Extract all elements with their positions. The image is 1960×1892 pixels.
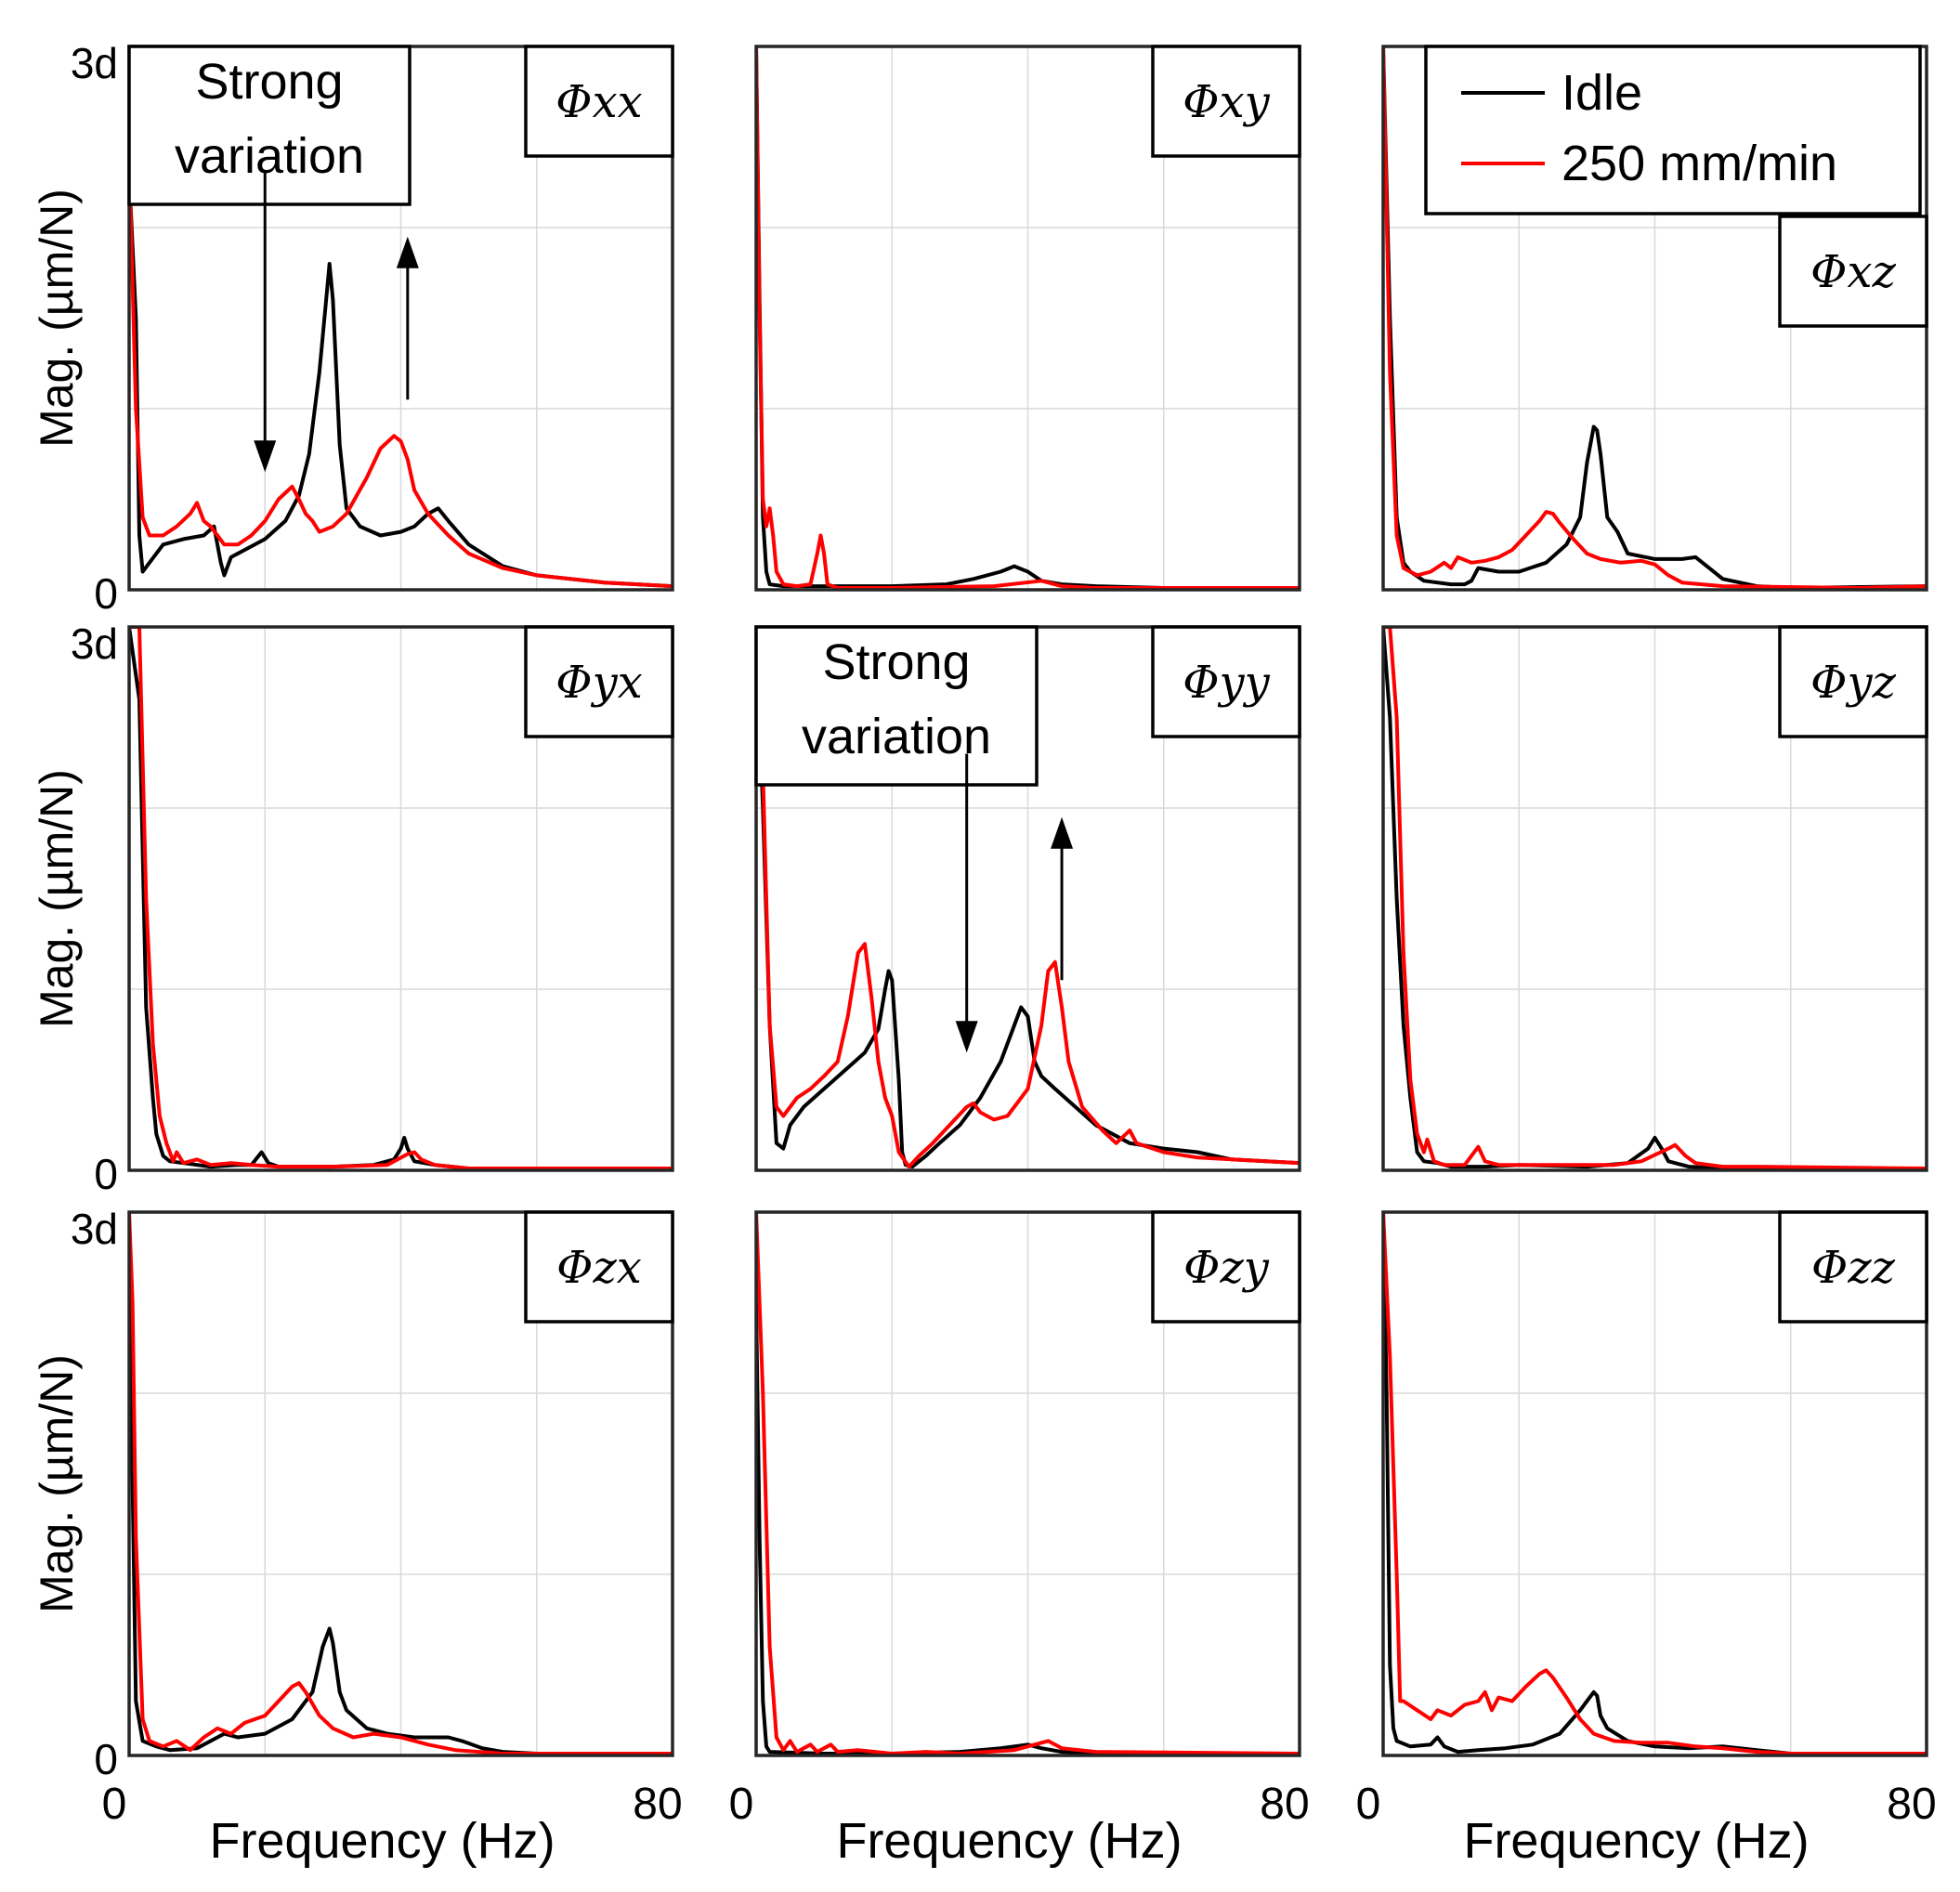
y-tick-top: 3d <box>71 620 118 668</box>
panel-title: Φxx <box>555 76 643 128</box>
panel-title: Φyx <box>555 657 643 709</box>
series-line-250-mm-min <box>1383 627 1927 1170</box>
annotation-line-2: variation <box>175 128 364 184</box>
series-line-250-mm-min <box>129 1212 673 1755</box>
panel-title: Φzz <box>1811 1242 1896 1294</box>
panel-title-box <box>1778 215 1928 328</box>
variation-arrow-head <box>955 1021 978 1053</box>
x-tick-right: 80 <box>633 1780 682 1829</box>
plot-frame <box>754 45 1301 592</box>
plot-frame <box>1381 1210 1928 1757</box>
series-line-idle <box>1383 46 1927 590</box>
plot-frame <box>1381 625 1928 1172</box>
panel-title: Φzx <box>556 1242 642 1294</box>
x-axis-label: Frequency (Hz) <box>1463 1813 1809 1869</box>
y-axis-label: Mag. (µm/N) <box>31 1354 83 1613</box>
series-line-250-mm-min <box>756 627 1300 1169</box>
legend-label: Idle <box>1561 65 1642 121</box>
series-line-idle <box>129 627 673 1170</box>
y-tick-bottom: 0 <box>94 1735 118 1783</box>
series-line-idle <box>129 1212 673 1755</box>
plot-frame <box>127 625 674 1172</box>
panel-title: Φyy <box>1183 657 1270 709</box>
series-line-idle <box>129 173 673 589</box>
variation-arrow-head <box>254 440 277 473</box>
annotation-box <box>127 45 412 206</box>
series-line-idle <box>1383 1212 1927 1755</box>
variation-arrow-head <box>1051 816 1074 849</box>
x-tick-right: 80 <box>1887 1780 1936 1829</box>
panel-title-box <box>524 1210 674 1324</box>
annotation-line-1: Strong <box>195 54 343 110</box>
annotation-line-1: Strong <box>822 634 970 690</box>
y-tick-bottom: 0 <box>94 1150 118 1198</box>
y-tick-top: 3d <box>71 1205 118 1253</box>
panel-title-box <box>1778 1210 1928 1324</box>
series-line-250-mm-min <box>129 154 673 589</box>
plot-frame <box>127 1210 674 1757</box>
series-line-250-mm-min <box>1383 46 1927 590</box>
series-line-250-mm-min <box>1383 1212 1927 1755</box>
panel-title: Φzy <box>1183 1242 1270 1294</box>
series-line-idle <box>756 627 1300 1169</box>
y-axis-label: Mag. (µm/N) <box>31 189 83 448</box>
series-line-250-mm-min <box>756 46 1300 590</box>
legend-label: 250 mm/min <box>1561 136 1837 191</box>
panel-title-box <box>1151 45 1301 158</box>
y-axis-label: Mag. (µm/N) <box>31 769 83 1028</box>
y-tick-bottom: 0 <box>94 569 118 618</box>
panel-title-box <box>524 45 674 158</box>
panel-title-box <box>1778 625 1928 738</box>
x-tick-left: 0 <box>729 1780 754 1829</box>
series-line-250-mm-min <box>756 1212 1300 1755</box>
x-axis-label: Frequency (Hz) <box>209 1813 555 1869</box>
panel-title: Φxz <box>1810 246 1896 298</box>
annotation-line-2: variation <box>802 709 991 764</box>
variation-arrow-head <box>396 236 419 268</box>
panel-title-box <box>524 625 674 738</box>
plot-frame <box>754 1210 1301 1757</box>
annotation-box <box>754 625 1039 787</box>
panel-title: Φyz <box>1810 657 1896 709</box>
x-tick-left: 0 <box>102 1780 127 1829</box>
x-axis-label: Frequency (Hz) <box>836 1813 1182 1869</box>
panel-title-box <box>1151 625 1301 738</box>
panel-title-box <box>1151 1210 1301 1324</box>
panel-title: Φxy <box>1183 76 1270 128</box>
series-line-250-mm-min <box>129 627 673 1170</box>
x-tick-right: 80 <box>1260 1780 1309 1829</box>
x-tick-left: 0 <box>1356 1780 1381 1829</box>
legend-box <box>1424 45 1922 215</box>
y-tick-top: 3d <box>71 39 118 87</box>
